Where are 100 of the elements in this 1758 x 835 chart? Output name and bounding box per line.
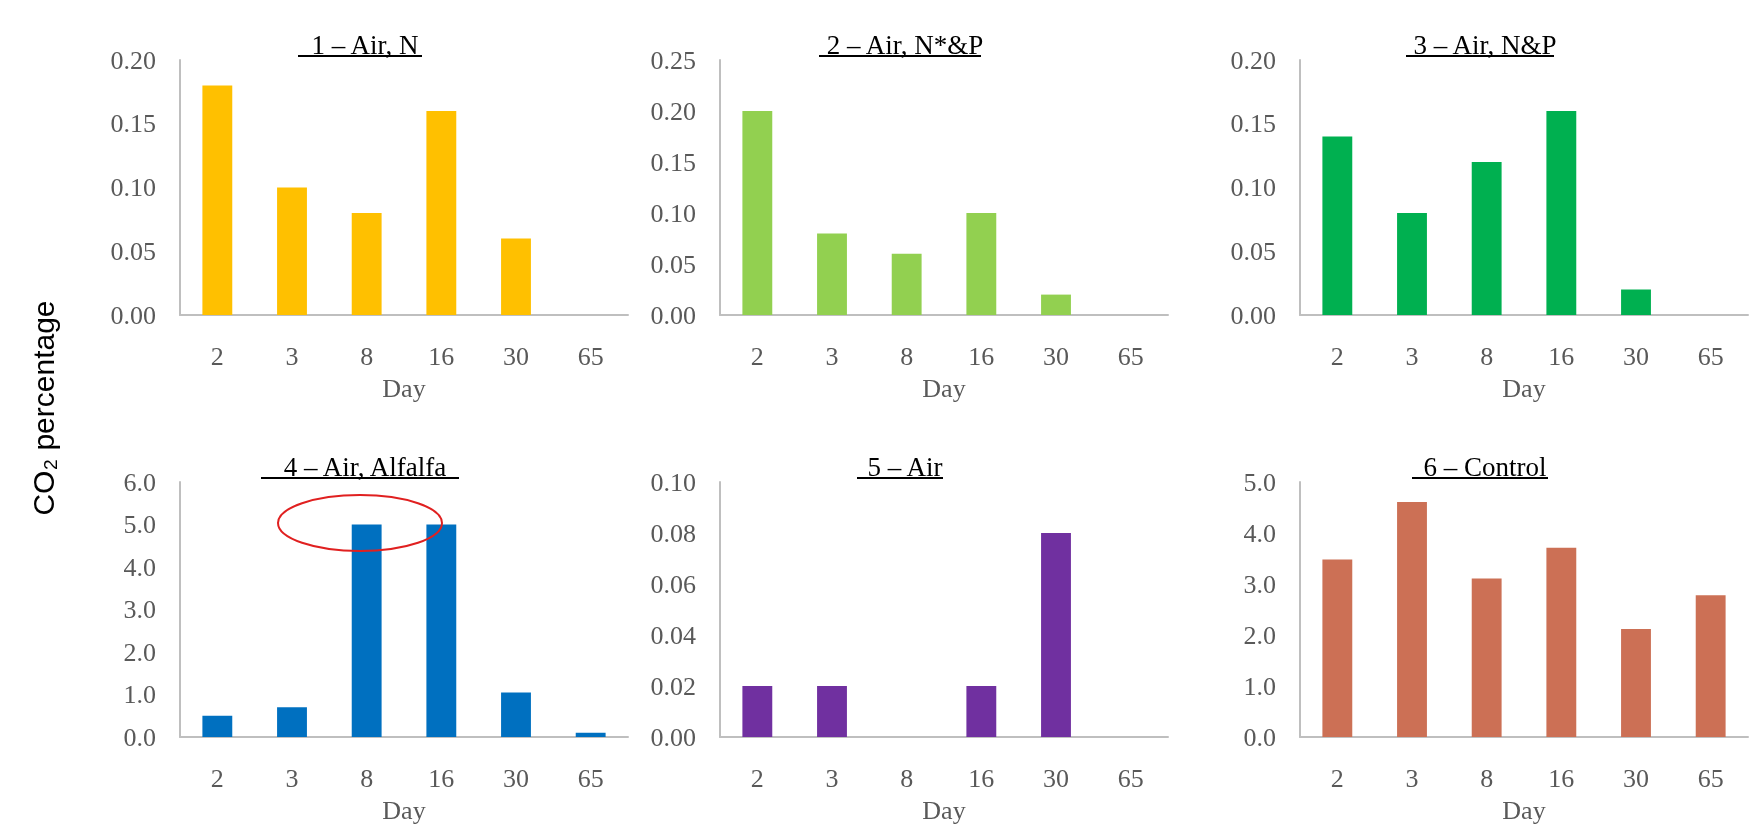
- y-tick-label: 2.0: [123, 637, 156, 667]
- chart-title: 6 – Control: [1423, 451, 1547, 482]
- y-tick-label: 4.0: [123, 552, 156, 582]
- bar: [1471, 162, 1502, 315]
- x-tick-label: 65: [1117, 763, 1144, 793]
- bar: [351, 524, 382, 737]
- y-tick-label: 0.05: [1230, 236, 1276, 266]
- bar: [501, 692, 531, 737]
- y-tick-label: 1.0: [1243, 671, 1276, 701]
- y-tick-label: 0.0: [123, 722, 156, 752]
- x-tick-label: 8: [360, 763, 374, 793]
- y-tick-label: 0.10: [110, 173, 156, 202]
- bar: [1041, 294, 1071, 315]
- y-tick-label: 0.10: [650, 198, 696, 228]
- y-tick-label: 5.0: [123, 510, 156, 539]
- bar: [1546, 111, 1577, 315]
- y-tick-label: 0.20: [110, 45, 156, 75]
- x-tick-label: 16: [428, 763, 455, 793]
- y-tick-label: 3.0: [1243, 569, 1276, 599]
- x-tick-label: 8: [1480, 341, 1494, 371]
- y-tick-label: 0.20: [1230, 45, 1276, 75]
- y-tick-label: 5.0: [1243, 467, 1276, 497]
- bar: [891, 253, 922, 315]
- x-tick-label: 16: [428, 341, 455, 371]
- y-tick-label: 0.04: [650, 620, 696, 650]
- x-tick-label: 3: [1405, 763, 1419, 793]
- bar: [202, 85, 233, 315]
- bar: [1322, 136, 1353, 315]
- bar: [1695, 595, 1726, 737]
- chart-title: 2 – Air, N*&P: [826, 29, 984, 60]
- x-tick-label: 2: [210, 763, 224, 793]
- y-tick-label: 0.0: [1243, 722, 1276, 752]
- y-tick-label: 0.15: [1230, 109, 1276, 139]
- y-tick-label: 0.02: [650, 671, 696, 701]
- x-tick-label: 8: [1480, 763, 1494, 793]
- x-tick-label: 3: [285, 763, 299, 793]
- y-tick-label: 3.0: [123, 595, 156, 624]
- x-tick-label: 65: [1697, 341, 1724, 371]
- x-tick-label: 3: [825, 763, 839, 793]
- bar: [426, 111, 457, 315]
- y-tick-label: 0.10: [650, 467, 696, 497]
- x-tick-label: 2: [750, 341, 764, 371]
- y-tick-label: 0.20: [650, 96, 696, 126]
- chart-title: 5 – Air: [867, 451, 943, 482]
- x-tick-label: 2: [210, 341, 224, 371]
- y-tick-label: 2.0: [1243, 620, 1276, 650]
- y-tick-label: 0.06: [650, 569, 696, 599]
- y-tick-label: 0.15: [110, 109, 156, 139]
- x-axis-title: Day: [922, 373, 966, 403]
- bar: [1397, 501, 1427, 737]
- x-tick-label: 3: [1405, 341, 1419, 371]
- chart-title: 1 – Air, N: [311, 29, 419, 60]
- y-axis-title: CO₂ percentage: [27, 300, 61, 516]
- bar: [426, 524, 457, 737]
- chart-title: 3 – Air, N&P: [1413, 29, 1557, 60]
- y-tick-label: 6.0: [123, 467, 156, 497]
- y-tick-label: 0.05: [650, 249, 696, 279]
- y-tick-label: 0.10: [1230, 173, 1276, 202]
- x-tick-label: 2: [750, 763, 764, 793]
- x-tick-label: 16: [1548, 763, 1575, 793]
- x-tick-label: 65: [1697, 763, 1724, 793]
- x-tick-label: 3: [825, 341, 839, 371]
- x-tick-label: 16: [1548, 341, 1575, 371]
- x-tick-label: 8: [360, 341, 374, 371]
- x-tick-label: 30: [503, 763, 529, 793]
- bar: [1322, 559, 1353, 737]
- x-tick-label: 30: [1043, 341, 1069, 371]
- y-tick-label: 0.05: [110, 236, 156, 266]
- y-tick-label: 0.08: [650, 518, 696, 548]
- x-tick-label: 8: [900, 763, 914, 793]
- y-tick-label: 0.00: [650, 722, 696, 752]
- bar: [202, 715, 233, 737]
- x-tick-label: 8: [900, 341, 914, 371]
- x-tick-label: 16: [968, 763, 995, 793]
- x-tick-label: 30: [1623, 763, 1649, 793]
- x-tick-label: 30: [503, 341, 529, 371]
- bar: [501, 238, 531, 315]
- y-tick-label: 0.25: [650, 45, 696, 75]
- x-axis-title: Day: [1502, 373, 1546, 403]
- y-tick-label: 0.00: [650, 300, 696, 330]
- bar: [742, 111, 773, 315]
- y-tick-label: 1.0: [123, 680, 156, 709]
- x-tick-label: 16: [968, 341, 995, 371]
- x-tick-label: 65: [1117, 341, 1144, 371]
- x-tick-label: 30: [1043, 763, 1069, 793]
- bar: [1621, 628, 1651, 737]
- bar: [817, 233, 847, 315]
- x-axis-title: Day: [382, 795, 426, 825]
- y-tick-label: 0.00: [110, 300, 156, 330]
- bar: [277, 707, 307, 737]
- bar: [1471, 578, 1502, 737]
- x-tick-label: 30: [1623, 341, 1649, 371]
- bar: [277, 187, 307, 315]
- y-tick-label: 0.00: [1230, 300, 1276, 330]
- x-tick-label: 2: [1330, 763, 1344, 793]
- x-tick-label: 2: [1330, 341, 1344, 371]
- x-axis-title: Day: [922, 795, 966, 825]
- x-tick-label: 65: [577, 341, 604, 371]
- x-axis-title: Day: [1502, 795, 1546, 825]
- y-tick-label: 0.15: [650, 147, 696, 177]
